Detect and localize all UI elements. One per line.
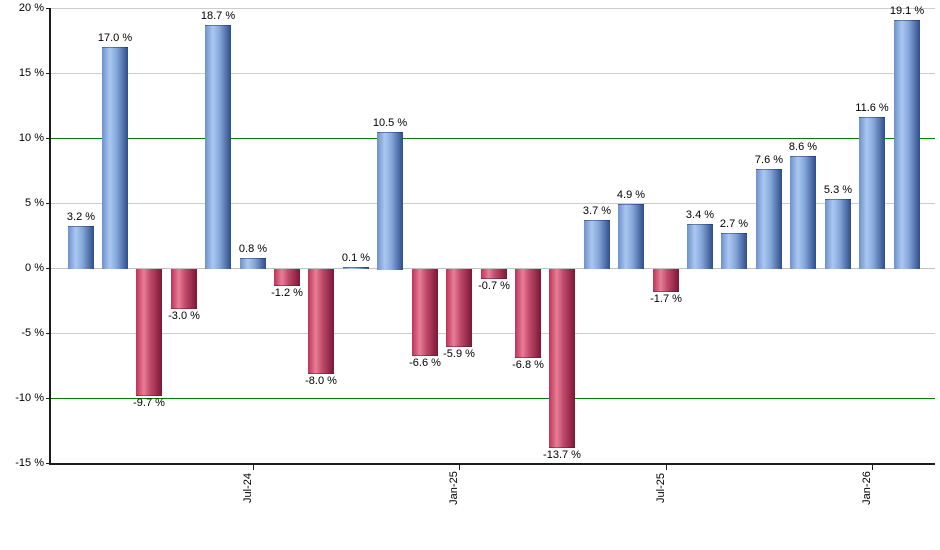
x-axis-tick [872, 465, 873, 470]
bar [205, 25, 231, 269]
bar [790, 156, 816, 269]
bar-value-label: -1.2 % [271, 287, 303, 299]
bar [308, 269, 334, 374]
y-axis-label: 5 % [25, 197, 44, 209]
y-axis-tick [46, 268, 50, 269]
bar-value-label: -6.8 % [512, 359, 544, 371]
y-axis-label: 10 % [18, 132, 44, 144]
bar-value-label: -5.9 % [443, 348, 475, 360]
bar [274, 269, 300, 286]
bar [136, 269, 162, 396]
x-axis-line [49, 463, 935, 465]
bar [481, 269, 507, 279]
bar-value-label: 17.0 % [97, 32, 133, 44]
bar-value-label: -3.0 % [168, 310, 200, 322]
gridline [50, 268, 935, 269]
gridline [50, 203, 935, 204]
bar-value-label: 5.3 % [823, 184, 853, 196]
bar-value-label: 3.4 % [685, 209, 715, 221]
bar [515, 269, 541, 358]
bar-value-label: -0.7 % [478, 280, 510, 292]
bar-value-label: -13.7 % [543, 449, 581, 461]
bar-value-label: 10.5 % [372, 117, 408, 129]
y-axis-tick [46, 8, 50, 9]
y-axis-label: -15 % [15, 457, 44, 469]
bar-value-label: 3.7 % [582, 205, 612, 217]
y-axis-label: 20 % [18, 2, 44, 14]
x-axis-tick [253, 465, 254, 470]
bar [721, 233, 747, 269]
x-axis-label: Jul-25 [655, 473, 667, 503]
bar [584, 220, 610, 269]
bar-value-label: 4.9 % [616, 189, 646, 201]
bar-value-label: 0.1 % [341, 252, 371, 264]
y-axis-tick [46, 463, 50, 464]
y-axis-label: 15 % [18, 67, 44, 79]
y-axis-line [49, 8, 51, 463]
x-axis-label: Jul-24 [242, 473, 254, 503]
bar-value-label: 2.7 % [719, 218, 749, 230]
y-axis-tick [46, 333, 50, 334]
bar-value-label: 19.1 % [889, 5, 925, 17]
x-axis-label: Jan-25 [448, 471, 460, 505]
bar-value-label: -9.7 % [133, 397, 165, 409]
bar [859, 117, 885, 269]
x-axis-tick [459, 465, 460, 470]
bar [756, 169, 782, 269]
bar [618, 204, 644, 269]
bar-value-label: -8.0 % [305, 375, 337, 387]
x-axis-tick [666, 465, 667, 470]
bar-value-label: -1.7 % [650, 293, 682, 305]
bar [549, 269, 575, 448]
reference-line [50, 138, 935, 139]
bar [687, 224, 713, 269]
y-axis-tick [46, 73, 50, 74]
bar-value-label: 11.6 % [855, 102, 889, 114]
bar-value-label: 3.2 % [66, 211, 96, 223]
bar [894, 20, 920, 269]
bar-value-label: 0.8 % [238, 243, 268, 255]
bar [343, 267, 369, 269]
bar [102, 47, 128, 269]
y-axis-tick [46, 398, 50, 399]
gridline [50, 333, 935, 334]
bar [446, 269, 472, 347]
y-axis-label: -10 % [15, 392, 44, 404]
y-axis-label: 0 % [25, 262, 44, 274]
bar [68, 226, 94, 269]
bar [171, 269, 197, 309]
gridline [50, 73, 935, 74]
bar [240, 258, 266, 269]
bar-value-label: 18.7 % [200, 10, 236, 22]
y-axis-tick [46, 203, 50, 204]
x-axis-label: Jan-26 [861, 471, 873, 505]
y-axis-label: -5 % [21, 327, 44, 339]
bar [412, 269, 438, 356]
gridline [50, 8, 935, 9]
bar [653, 269, 679, 292]
bar-value-label: 8.6 % [788, 141, 818, 153]
reference-line [50, 398, 935, 399]
bar-value-label: 7.6 % [754, 154, 784, 166]
bar [377, 132, 403, 270]
bar-value-label: -6.6 % [409, 357, 441, 369]
y-axis-tick [46, 138, 50, 139]
bar [825, 199, 851, 269]
